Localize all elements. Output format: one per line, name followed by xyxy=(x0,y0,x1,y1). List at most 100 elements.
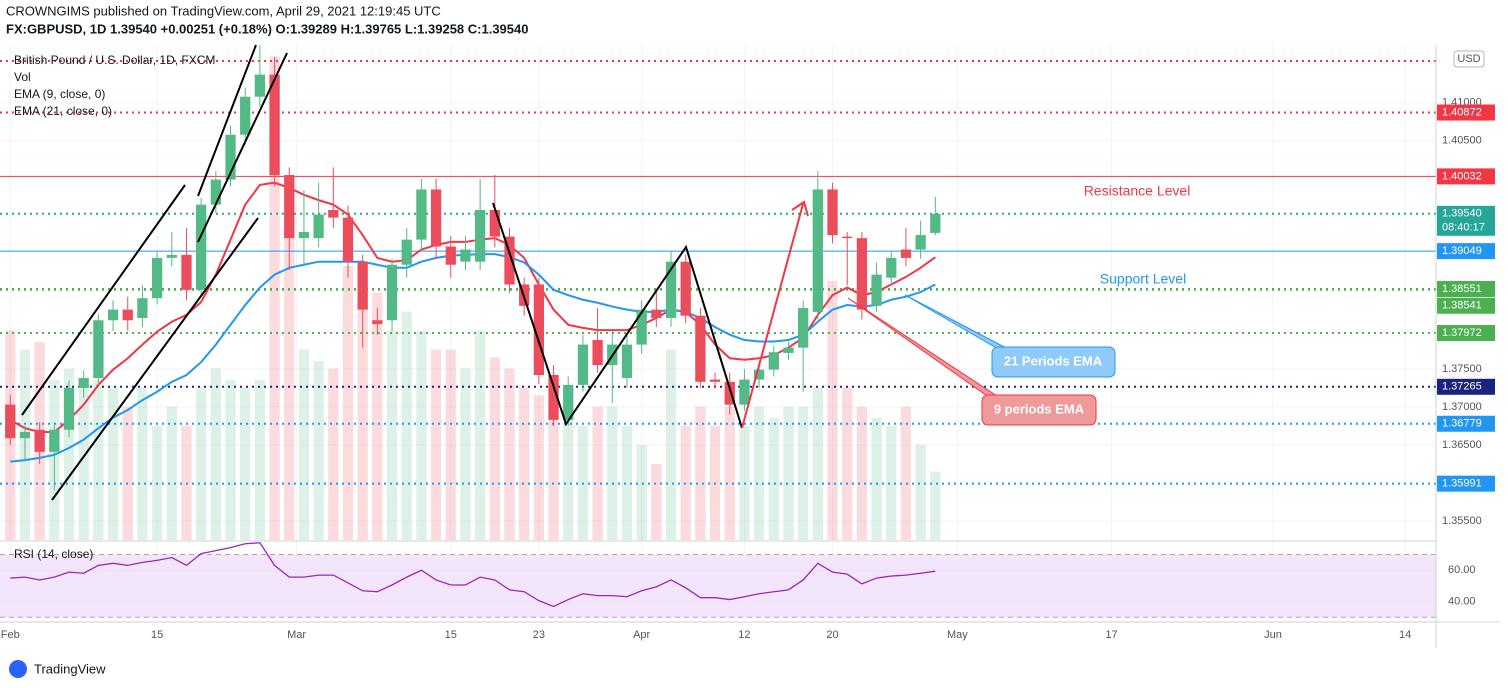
volume-bar xyxy=(636,444,647,540)
candle-body xyxy=(357,261,368,310)
x-tick-label: 23 xyxy=(533,629,545,641)
trend-line xyxy=(21,184,186,416)
candle-body xyxy=(342,217,354,262)
volume-bar xyxy=(93,380,104,540)
legend-entry: Vol xyxy=(14,70,31,84)
candle-body xyxy=(181,254,192,290)
logo-mark xyxy=(9,660,27,678)
volume-bar xyxy=(342,265,354,540)
price-tag-label: 1.37972 xyxy=(1442,327,1482,339)
candle-body xyxy=(430,189,442,247)
volume-bar xyxy=(519,387,530,540)
candle-body xyxy=(93,320,104,379)
price-tag xyxy=(1437,205,1495,236)
candle-body xyxy=(695,315,706,382)
candle-body xyxy=(592,340,603,366)
rsi-line xyxy=(10,542,936,608)
candle-body xyxy=(739,379,750,405)
volume-bar xyxy=(298,349,310,540)
volume-bar xyxy=(122,406,133,540)
price-tag-label: 1.40032 xyxy=(1442,170,1482,182)
volume-bar xyxy=(240,387,251,540)
price-tag-label: 1.36779 xyxy=(1442,418,1482,430)
price-tag xyxy=(1437,297,1495,314)
candle-body xyxy=(63,387,75,430)
price-tag xyxy=(1437,415,1495,432)
trend-line xyxy=(51,217,259,501)
price-tag-label: 1.38541 xyxy=(1442,300,1482,312)
candle-body xyxy=(416,189,427,240)
volume-bar xyxy=(753,406,765,540)
currency-badge xyxy=(1453,50,1485,68)
arrow-head xyxy=(791,200,809,217)
footer-text: TradingView xyxy=(34,661,106,676)
candle-body xyxy=(636,309,647,345)
volume-bar xyxy=(563,418,574,540)
volume-bar xyxy=(651,463,662,540)
candle-body xyxy=(768,352,779,370)
candle-body xyxy=(489,210,500,237)
trend-line xyxy=(197,44,257,197)
candle-body xyxy=(724,381,735,405)
volume-bar xyxy=(386,330,398,540)
price-tag-label: 1.38551 xyxy=(1442,283,1482,295)
candle-body xyxy=(915,235,926,250)
volume-bar xyxy=(915,444,926,540)
candle-body xyxy=(240,96,251,135)
candle-body xyxy=(842,236,853,239)
price-tag-label: 1.35991 xyxy=(1442,478,1482,490)
candle-body xyxy=(665,261,677,318)
price-tag xyxy=(1437,243,1495,260)
volume-bar xyxy=(416,330,427,540)
symbol-line: FX:GBPUSD, 1D 1.39540 +0.00251 (+0.18%) … xyxy=(6,21,528,36)
candle-body xyxy=(474,210,486,262)
y-tick-label: 1.37500 xyxy=(1442,363,1482,375)
candle-body xyxy=(19,432,31,439)
y-tick-label: 1.40500 xyxy=(1442,135,1482,147)
x-tick-label: 12 xyxy=(738,629,750,641)
volume-bar xyxy=(768,418,779,540)
legend-entry: EMA (21, close, 0) xyxy=(14,104,112,118)
x-tick-label: May xyxy=(947,629,968,641)
candle-body xyxy=(225,134,236,180)
candle-body xyxy=(856,238,868,310)
volume-bar xyxy=(357,262,368,540)
volume-bar xyxy=(695,406,706,540)
volume-bar xyxy=(798,406,809,540)
price-tag xyxy=(1437,325,1495,342)
y-tick-label: 1.36500 xyxy=(1442,439,1482,451)
ema-line xyxy=(10,253,936,463)
volume-bar xyxy=(63,368,75,540)
candle-body xyxy=(166,254,177,258)
volume-bar xyxy=(78,387,89,540)
candle-body xyxy=(577,344,589,385)
candle-body xyxy=(210,179,221,205)
volume-bar xyxy=(783,406,794,540)
candle-body xyxy=(460,249,471,262)
volume-bar xyxy=(592,406,603,540)
candle-body xyxy=(122,309,133,321)
volume-bar xyxy=(254,380,266,540)
volume-bar xyxy=(856,406,868,540)
x-tick-label: Jun xyxy=(1264,629,1282,641)
volume-bar xyxy=(372,292,383,540)
volume-bar xyxy=(445,349,456,540)
candle-body xyxy=(34,429,45,452)
volume-bar xyxy=(328,368,339,540)
candle-body xyxy=(386,264,398,321)
candle-body xyxy=(563,384,574,420)
price-tag-label: 1.37265 xyxy=(1442,381,1482,393)
candle-body xyxy=(621,344,633,379)
candle-body xyxy=(313,214,324,239)
price-tag-label: 1.39049 xyxy=(1442,245,1482,257)
zigzag-line xyxy=(492,202,743,429)
price-tag-label: 1.40872 xyxy=(1442,106,1482,118)
volume-bar xyxy=(489,357,500,540)
x-tick-label: 20 xyxy=(826,629,838,641)
candle-body xyxy=(900,249,912,258)
volume-bar xyxy=(166,406,177,540)
legend-entry: RSI (14, close) xyxy=(14,547,93,561)
volume-bar xyxy=(504,368,515,540)
x-tick-label: Feb xyxy=(1,629,20,641)
